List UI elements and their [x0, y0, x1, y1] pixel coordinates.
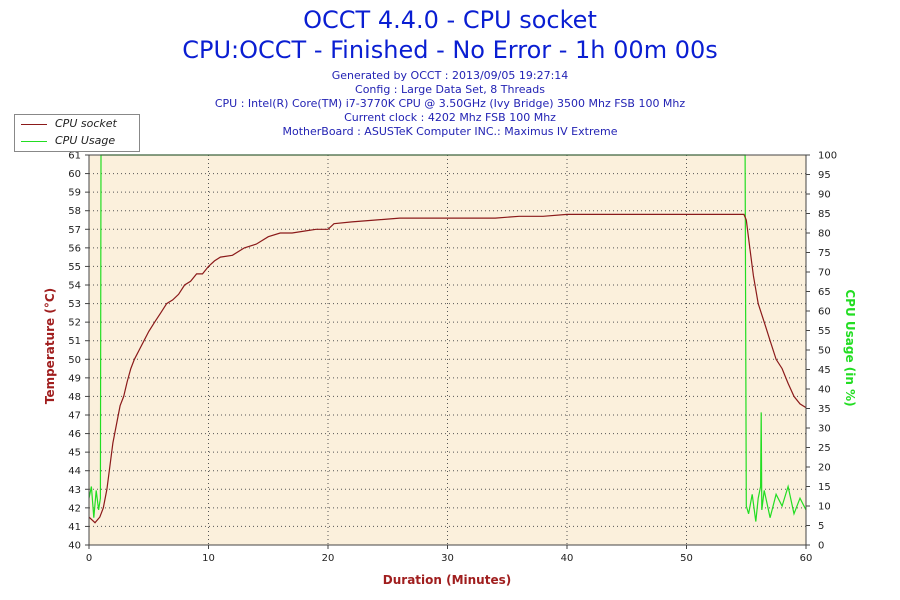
info-config: Config : Large Data Set, 8 Threads [355, 83, 545, 96]
legend: CPU socket CPU Usage [14, 114, 140, 152]
y-tick-label: 41 [68, 522, 81, 533]
info-generated: Generated by OCCT : 2013/09/05 19:27:14 [331, 69, 569, 82]
y2-tick-label: 40 [818, 385, 831, 396]
y-tick-label: 53 [68, 299, 81, 310]
y-tick-label: 49 [68, 373, 81, 384]
series-line-cpu-socket [88, 213, 807, 524]
y-tick-label: 48 [68, 392, 81, 403]
y-tick-label: 47 [68, 411, 81, 422]
legend-label-cpu-usage: CPU Usage [55, 134, 116, 147]
y2-tick-label: 5 [818, 521, 824, 532]
y-tick-label: 58 [68, 206, 81, 217]
y-tick-label: 45 [68, 448, 81, 459]
y2-tick-label: 20 [818, 463, 831, 474]
y-tick-label: 55 [68, 262, 81, 273]
series-line-cpu-usage [88, 154, 807, 522]
y2-tick-label: 35 [818, 404, 831, 415]
y2-tick-label: 75 [818, 248, 831, 259]
y-tick-label: 59 [68, 188, 81, 199]
y2-tick-label: 50 [818, 346, 831, 357]
y2-tick-label: 60 [818, 307, 831, 318]
y2-tick-label: 85 [818, 209, 831, 220]
legend-item-cpu-usage: CPU Usage [21, 134, 115, 148]
y2-tick-label: 25 [818, 443, 831, 454]
x-tick-label: 10 [202, 553, 215, 564]
y-tick-label: 52 [68, 318, 81, 329]
axis-ticks: 0 10 20 30 40 50 60404142434445464748495051525… [68, 151, 837, 565]
legend-swatch-cpu-usage [21, 140, 47, 142]
y-tick-label: 56 [68, 243, 81, 254]
y2-tick-label: 10 [818, 502, 831, 513]
y2-tick-label: 70 [818, 268, 831, 279]
y2-axis-label: CPU Usage (in %) [843, 289, 857, 406]
y-tick-label: 40 [68, 541, 81, 552]
x-axis-label: Duration (Minutes) [383, 573, 511, 587]
y-tick-label: 51 [68, 336, 81, 347]
y2-tick-label: 0 [818, 541, 824, 552]
chart-subtitle: CPU:OCCT - Finished - No Error - 1h 00m … [182, 36, 718, 64]
y-tick-label: 43 [68, 485, 81, 496]
chart-title: OCCT 4.4.0 - CPU socket [303, 6, 597, 34]
legend-item-cpu-socket: CPU socket [21, 117, 117, 131]
info-motherboard: MotherBoard : ASUSTeK Computer INC.: Max… [282, 125, 618, 138]
y2-tick-label: 90 [818, 190, 831, 201]
x-tick-label: 40 [561, 553, 574, 564]
x-tick-label: 30 [441, 553, 454, 564]
y-tick-label: 42 [68, 503, 81, 514]
y-tick-label: 50 [68, 355, 81, 366]
x-tick-label: 0 [86, 553, 92, 564]
y2-tick-label: 15 [818, 482, 831, 493]
y2-tick-label: 80 [818, 229, 831, 240]
y2-tick-label: 100 [818, 151, 837, 162]
plot-background [89, 155, 806, 545]
y2-tick-label: 95 [818, 170, 831, 181]
y2-tick-label: 45 [818, 365, 831, 376]
grid-lines [89, 155, 806, 545]
y-tick-label: 54 [68, 281, 81, 292]
y2-tick-label: 65 [818, 287, 831, 298]
y-tick-label: 46 [68, 429, 81, 440]
y2-tick-label: 55 [818, 326, 831, 337]
legend-swatch-cpu-socket [21, 123, 47, 125]
x-tick-label: 60 [800, 553, 813, 564]
y-tick-label: 57 [68, 225, 81, 236]
legend-label-cpu-socket: CPU socket [55, 117, 117, 130]
y-tick-label: 61 [68, 151, 81, 162]
x-tick-label: 20 [322, 553, 335, 564]
y-tick-label: 60 [68, 169, 81, 180]
plot-frame [88, 154, 807, 546]
y2-tick-label: 30 [818, 424, 831, 435]
y-tick-label: 44 [68, 466, 81, 477]
x-tick-label: 50 [680, 553, 693, 564]
info-clock: Current clock : 4202 Mhz FSB 100 Mhz [344, 111, 556, 124]
y-axis-label: Temperature (°C) [43, 288, 57, 404]
info-cpu: CPU : Intel(R) Core(TM) i7-3770K CPU @ 3… [214, 97, 686, 110]
